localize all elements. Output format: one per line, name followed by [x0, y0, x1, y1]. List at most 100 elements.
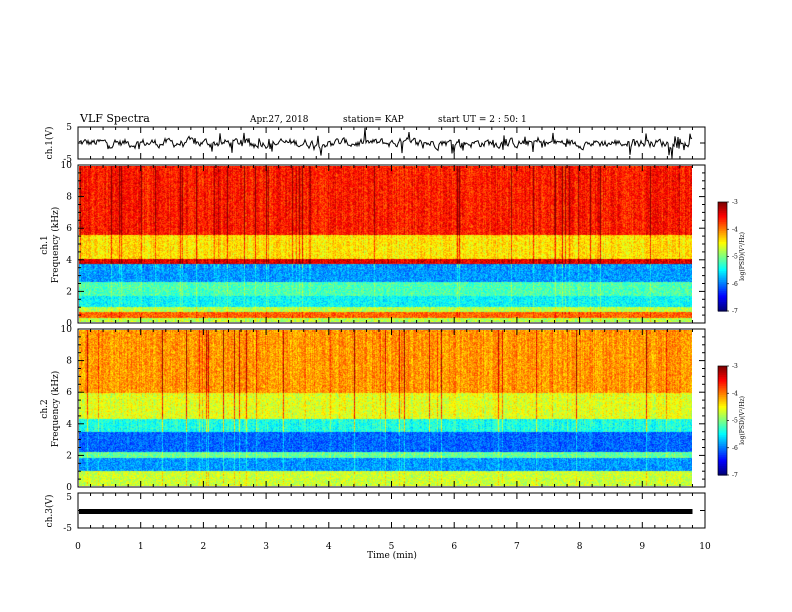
ch1-waveform-line: [78, 127, 693, 159]
colorbar-swatch: [718, 236, 727, 239]
ch2-spectrogram-ticks: [77, 328, 706, 488]
colorbar-swatch: [718, 305, 727, 308]
colorbar-swatch: [718, 378, 727, 382]
colorbar-swatch: [718, 241, 727, 245]
colorbar-tick-label: -4: [732, 226, 738, 233]
colorbar-swatch: [718, 427, 727, 431]
colorbar-swatch: [718, 212, 727, 216]
colorbar-swatch: [718, 431, 727, 434]
colorbar-swatch: [718, 265, 727, 268]
colorbar-swatch: [718, 285, 727, 288]
colorbar-tick-label: -7: [732, 472, 738, 479]
y-tick-label: 8: [66, 193, 72, 203]
colorbar-swatch: [718, 411, 727, 414]
x-tick-label: 6: [451, 542, 457, 552]
colorbar-swatch: [718, 407, 727, 411]
colorbar-swatch: [718, 202, 727, 205]
colorbar-swatch: [718, 225, 727, 229]
colorbar-swatch: [718, 303, 727, 307]
colorbar-swatch: [718, 456, 727, 460]
ch3-waveform-panel: 5 -5 ch.3(V) 0 1 2 3 4 5 6 7 8 9 10 Time (min): [44, 492, 711, 561]
colorbar-swatch: [718, 444, 727, 447]
y-tick-label: 8: [66, 357, 72, 367]
colorbar-swatch: [718, 404, 727, 407]
x-tick-label: 0: [75, 542, 81, 552]
ch1-ytick-bottom: -5: [63, 155, 72, 165]
colorbar-swatch: [718, 278, 727, 281]
colorbar-swatch: [718, 251, 727, 254]
y-tick-label: 0: [66, 319, 72, 329]
colorbar-swatch: [718, 298, 727, 301]
colorbar-swatch: [718, 254, 727, 258]
start-ut-label: start UT = 2 : 50: 1: [438, 115, 527, 125]
y-tick-label: 6: [66, 224, 72, 234]
x-tick-label: 4: [326, 542, 332, 552]
colorbar-swatch: [718, 422, 727, 425]
colorbar-swatch: [718, 307, 727, 310]
colorbar-swatch: [718, 238, 727, 241]
colorbar-tick-label: -5: [732, 254, 738, 261]
ch1-ytick-top: 5: [66, 123, 72, 133]
colorbar-swatch: [718, 243, 727, 247]
colorbar-swatch: [718, 387, 727, 391]
colorbar-swatch: [718, 375, 727, 378]
colorbar-swatch: [718, 455, 727, 458]
ch2-spectrogram-ylabel-line1: ch.2: [40, 399, 50, 418]
colorbar-swatch: [718, 291, 727, 294]
colorbar-swatch: [718, 469, 727, 472]
colorbar-swatch: [718, 435, 727, 438]
colorbar-swatch: [718, 464, 727, 467]
ch1-waveform-panel: 5 -5 ch.1(V): [44, 123, 706, 165]
colorbar-swatch: [718, 227, 727, 230]
ch1-spectrogram-panel: 0 2 4 6 8 10 ch.1 Frequency (kHz) -3 -4 -5 -6 -7 l…: [40, 161, 746, 329]
ch3-ytick-top: 5: [66, 493, 72, 503]
x-tick-label: 1: [138, 542, 144, 552]
colorbar-swatch: [718, 467, 727, 471]
colorbar-swatch: [718, 385, 727, 389]
colorbar-swatch: [718, 420, 727, 423]
ch3-ylabel: ch.3(V): [44, 495, 55, 528]
colorbar-tick-label: -4: [732, 390, 738, 397]
colorbar-swatch: [718, 415, 727, 418]
ch3-waveform-ticks: [77, 492, 706, 529]
colorbar-label: log(PSD)(V²/Hz): [739, 232, 746, 281]
colorbar-swatch: [718, 274, 727, 278]
ch3-ytick-bottom: -5: [63, 524, 72, 534]
colorbar-swatch: [718, 300, 727, 303]
colorbar-swatch: [718, 234, 727, 238]
colorbar-swatch: [718, 424, 727, 427]
colorbar-tick-label: -3: [732, 199, 738, 206]
colorbar-label: log(PSD)(V²/Hz): [739, 396, 746, 445]
colorbar-swatch: [718, 391, 727, 394]
colorbar-swatch: [718, 438, 727, 442]
colorbar-swatch: [718, 209, 727, 212]
colorbar-swatch: [718, 223, 727, 227]
ch2-spectrogram-ytick-labels: 0 2 4 6 8 10: [61, 325, 73, 493]
colorbar-swatch: [718, 395, 727, 398]
colorbar-swatch: [718, 409, 727, 413]
colorbar-swatch: [718, 393, 727, 396]
colorbar-swatch: [718, 465, 727, 469]
y-tick-label: 0: [66, 483, 72, 493]
x-tick-label: 5: [389, 542, 395, 552]
ch1-colorbar: -3 -4 -5 -6 -7 log(PSD)(V²/Hz): [717, 199, 746, 315]
ch1-spectrogram-ytick-labels: 0 2 4 6 8 10: [61, 161, 73, 329]
colorbar-swatch: [718, 247, 727, 250]
colorbar-swatch: [718, 418, 727, 422]
colorbar-swatch: [718, 269, 727, 272]
station-label: station= KAP: [343, 115, 404, 125]
colorbar-swatch: [718, 389, 727, 393]
colorbar-swatch: [718, 429, 727, 432]
colorbar-swatch: [718, 252, 727, 256]
colorbar-swatch: [718, 462, 727, 465]
colorbar-swatch: [718, 287, 727, 290]
colorbar-swatch: [718, 216, 727, 219]
y-tick-label: 4: [66, 420, 72, 430]
colorbar-swatch: [718, 425, 727, 429]
colorbar-tick-label: -6: [732, 445, 738, 452]
colorbar-swatch: [718, 263, 727, 267]
x-tick-label: 7: [514, 542, 520, 552]
ch2-spectrogram-image-wrap: [79, 330, 692, 486]
colorbar-swatch: [718, 380, 727, 383]
x-axis-label: Time (min): [367, 550, 417, 561]
